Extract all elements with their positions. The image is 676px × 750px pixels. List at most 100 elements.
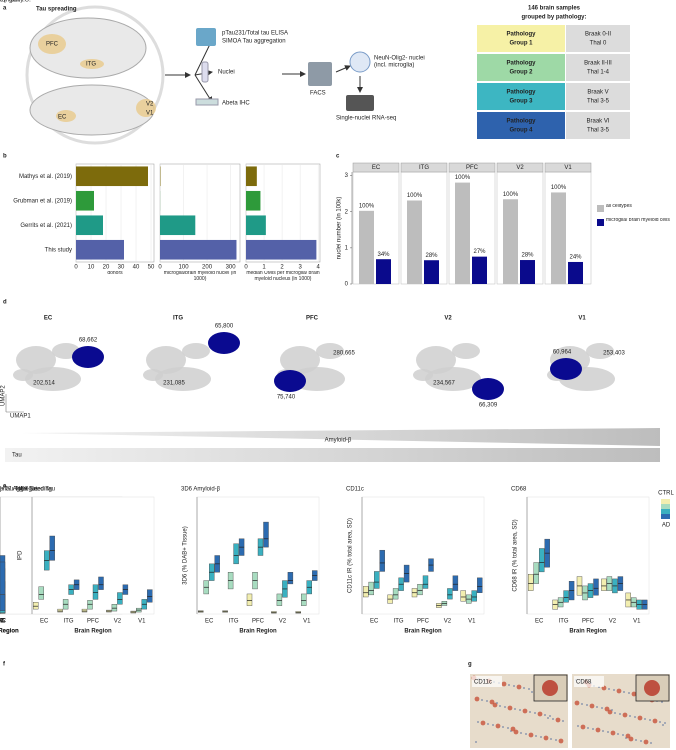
ihc-stain [543, 735, 549, 741]
bar [503, 199, 518, 284]
y-tick-label: 3 [345, 173, 349, 179]
box [477, 577, 483, 593]
ihc-stain [602, 730, 604, 732]
total-count: 234,567 [433, 381, 455, 387]
facet-strip [400, 162, 448, 173]
group-name: Group 3 [509, 99, 533, 105]
box [539, 548, 545, 573]
ihc-stain [529, 711, 531, 713]
microglia-count: 75,740 [277, 395, 296, 401]
x-tick-label: ITG [229, 619, 239, 625]
facet-label: V2 [516, 165, 524, 171]
y-axis-label: CD68 IR (% total area, SD) [513, 519, 519, 591]
ihc-stain [652, 718, 658, 724]
box [87, 600, 93, 610]
umap-cluster [452, 343, 480, 359]
ihc-stain [474, 696, 480, 702]
ihc-stain [558, 738, 564, 744]
stage-cell [566, 112, 630, 139]
x-tick-label: EC [535, 619, 544, 625]
chart-title: HT7 Aggregated Tau [0, 487, 55, 493]
umap-microglia [550, 358, 582, 380]
x-tick-label: EC [40, 619, 49, 625]
label-box: microglia/ brain myeloid cells [606, 218, 670, 223]
x-axis-label: Brain Region [0, 629, 19, 635]
arrow [335, 65, 351, 73]
box [368, 581, 374, 596]
ihc-stain [617, 733, 619, 735]
y-tick-label: 2 [345, 209, 349, 215]
group-cell [477, 25, 565, 52]
legend-label: AD [662, 523, 671, 529]
x-tick-label: V2 [444, 619, 452, 625]
facet-label: PFC [466, 165, 479, 171]
ihc-stain [534, 712, 536, 714]
umap-axis-label: UMAP2 [1, 385, 7, 406]
ihc-stain [540, 736, 542, 738]
umap-cluster [155, 367, 211, 391]
bar [359, 210, 374, 284]
ihc-stain [514, 708, 516, 710]
ihc-stain [499, 705, 501, 707]
box [147, 589, 153, 603]
box [0, 561, 6, 595]
tau-gradient [5, 448, 660, 462]
region [56, 110, 76, 122]
image-label: CD68 [576, 680, 592, 686]
ihc-stain [510, 726, 516, 732]
step-label: NeuN-Olig2- nuclei [374, 56, 425, 62]
x-tick-label: 4 [317, 265, 321, 271]
region-title: EC [44, 316, 53, 322]
x-tick-label: 1 [262, 265, 266, 271]
panel-letter: e [3, 484, 7, 490]
box [263, 521, 269, 548]
region-title: V2 [444, 316, 452, 322]
x-tick-label: V1 [468, 619, 476, 625]
ihc-stain [649, 719, 651, 721]
chart-title: CD68 [511, 487, 527, 493]
ihc-stain [528, 732, 534, 738]
x-tick-label: 2 [280, 265, 284, 271]
box [98, 576, 104, 590]
facet-strip [352, 162, 400, 173]
box [287, 572, 294, 585]
box [111, 604, 118, 612]
x-tick-label: PFC [0, 619, 7, 625]
umap-cluster [586, 343, 614, 359]
x-tick-label: 10 [88, 265, 95, 271]
y-axis-label: 3D6 (% DAB+ Tissue) [183, 526, 189, 585]
x-tick-label: 20 [103, 265, 110, 271]
region-label: PFC [46, 42, 59, 48]
group-cell [477, 83, 565, 110]
group-name: Pathology [506, 32, 536, 38]
x-tick-label: V2 [279, 619, 287, 625]
ihc-stain [496, 702, 498, 704]
ihc-stain [607, 731, 609, 733]
legend-swatch [597, 219, 604, 226]
ihc-stain [622, 712, 628, 718]
ihc-stain [596, 706, 598, 708]
umap-cluster [316, 343, 344, 359]
umap-cluster [25, 367, 81, 391]
total-count: 280,665 [333, 351, 355, 357]
ihc-stain [477, 721, 479, 723]
category-label: This study [45, 247, 72, 253]
x-tick-label: 300 [226, 265, 237, 271]
step-label: Single-nuclei RNA-seq [336, 116, 396, 122]
ihc-stain [577, 725, 579, 727]
ihc-stain [552, 718, 554, 720]
nuclei-icon [349, 51, 371, 73]
x-tick-label: V2 [0, 619, 4, 625]
x-tick-label: 0 [244, 265, 248, 271]
x-tick-label: V2 [609, 619, 617, 625]
bar [76, 215, 103, 236]
step-label: SIMOA Tau aggregation [222, 39, 286, 45]
label-box: donors [107, 271, 122, 276]
x-tick-label: ITG [559, 619, 569, 625]
ihc-stain [631, 691, 637, 697]
legend-swatch [597, 205, 604, 212]
box [363, 586, 369, 598]
ihc-stain [661, 701, 663, 703]
x-axis-label: Brain Region [569, 629, 607, 635]
